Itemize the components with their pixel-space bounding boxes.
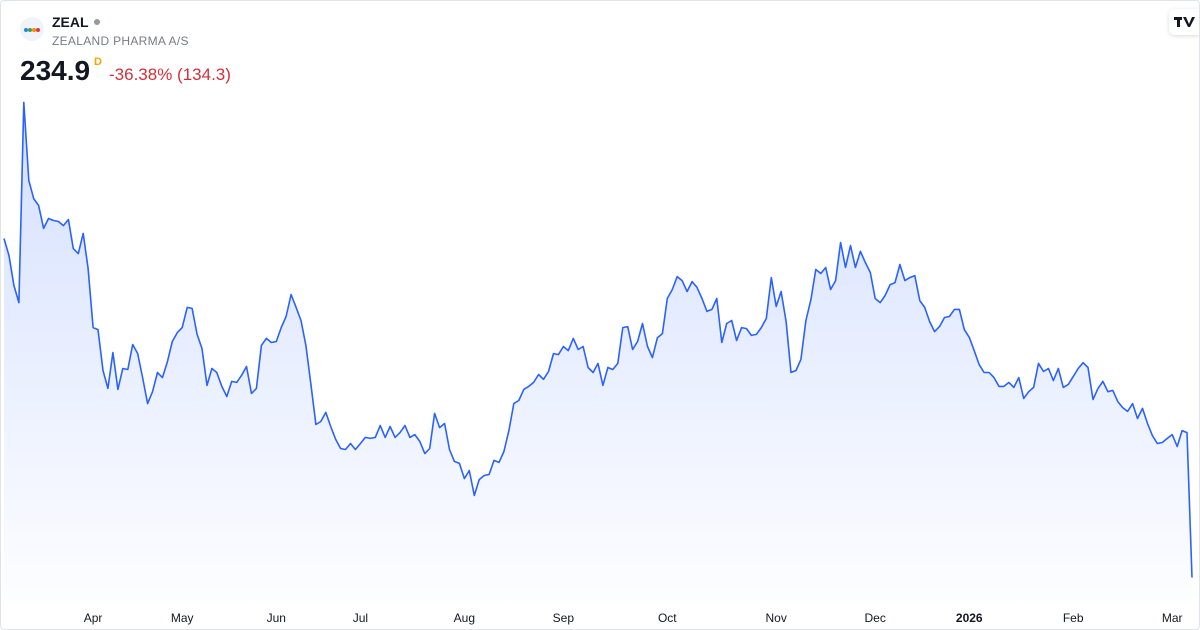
x-tick-label: May [171,611,194,625]
company-name: ZEALAND PHARMA A/S [52,34,189,48]
interval: D [94,56,102,68]
tv-icon [1174,17,1195,27]
company-logo [20,17,44,41]
last-price: 234.9 [20,55,91,86]
x-tick-label: Dec [865,611,886,625]
area-fill [4,102,1192,602]
status-dot [93,19,100,25]
x-tick-label: Aug [454,611,475,625]
x-tick-label: Oct [658,611,677,625]
x-tick-label: Jun [267,611,286,625]
x-tick-label: Jul [353,611,368,625]
x-tick-label: Apr [84,611,103,625]
x-tick-label: 2026 [956,611,983,625]
tradingview-logo[interactable] [1169,9,1199,35]
logo-icon [24,28,40,32]
x-tick-label: Sep [553,611,575,625]
x-tick-label: Feb [1063,611,1084,625]
x-tick-label: Nov [766,611,787,625]
symbol: ZEAL [52,14,100,30]
price-line [3,101,1193,578]
symbol-text: ZEAL [52,14,89,30]
price-change: -36.38% (134.3) [109,65,231,84]
x-tick-label: Mar [1162,611,1183,625]
